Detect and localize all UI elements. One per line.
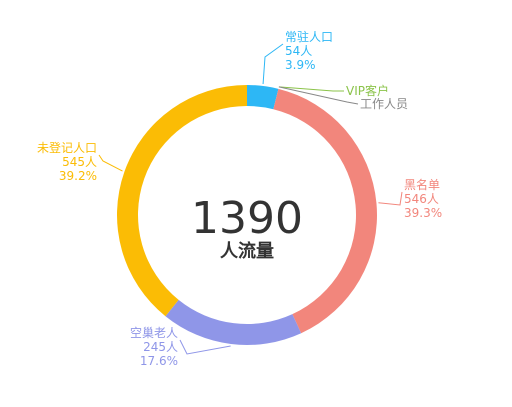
slice-label-value-slice-0: 54人: [285, 44, 312, 58]
donut-slice-0[interactable]: [247, 85, 279, 110]
slice-label-name-slice-1: VIP客户: [346, 83, 389, 98]
slice-label-name-slice-2: 工作人员: [360, 97, 408, 111]
slice-label-value-slice-4: 245人: [143, 340, 178, 354]
center-caption: 人流量: [220, 240, 274, 262]
center-total-value: 1390: [191, 193, 303, 244]
slice-label-percent-slice-4: 17.6%: [140, 354, 178, 368]
donut-slice-3[interactable]: [273, 88, 378, 334]
donut-slice-4[interactable]: [165, 299, 302, 346]
leader-line-slice-4: [179, 339, 231, 355]
slice-label-value-slice-5: 545人: [62, 155, 97, 169]
leader-line-slice-3: [378, 191, 403, 206]
leader-line-slice-5: [98, 154, 123, 172]
slice-label-percent-slice-3: 39.3%: [404, 206, 442, 220]
donut-slice-5[interactable]: [116, 84, 248, 317]
leader-line-slice-1: [278, 86, 344, 92]
slice-label-name-slice-3: 黑名单: [404, 177, 440, 192]
slice-label-percent-slice-5: 39.2%: [59, 169, 97, 183]
leader-line-slice-2: [278, 86, 359, 105]
leader-line-slice-0: [262, 43, 284, 85]
slice-label-name-slice-4: 空巢老人: [130, 326, 178, 340]
slice-label-name-slice-0: 常驻人口: [285, 29, 333, 44]
slice-label-percent-slice-0: 3.9%: [285, 58, 316, 72]
slice-label-value-slice-3: 546人: [404, 192, 439, 206]
slice-label-name-slice-5: 未登记人口: [37, 140, 97, 155]
